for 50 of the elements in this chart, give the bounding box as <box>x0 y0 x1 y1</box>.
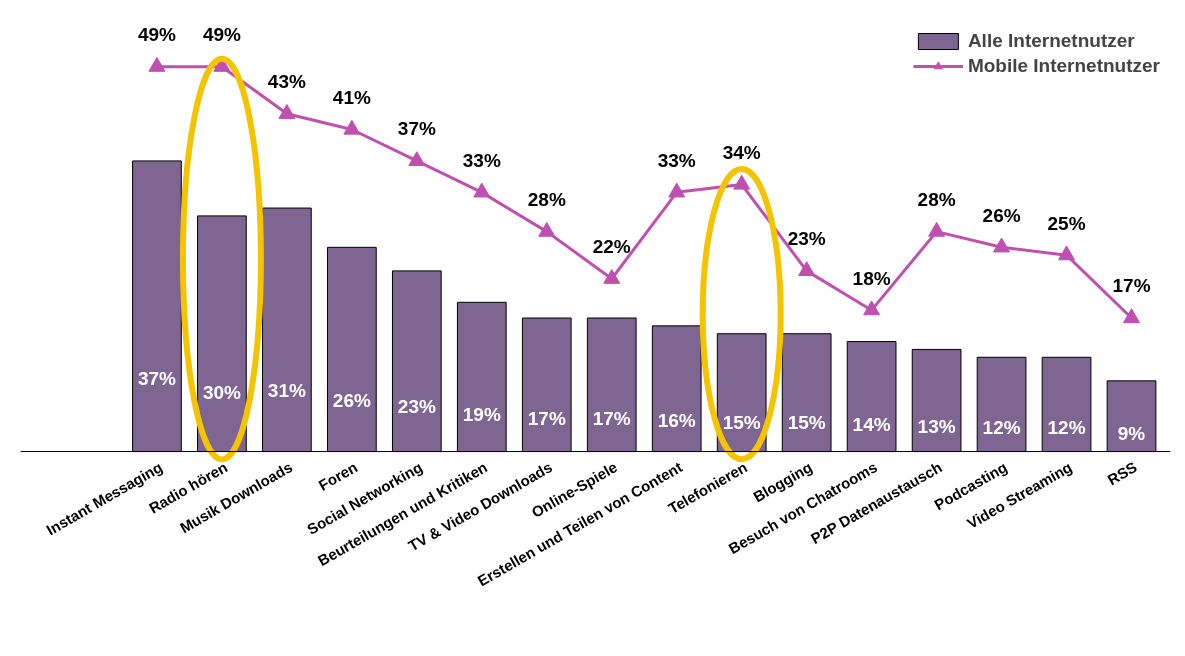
data-label: 49% <box>137 24 177 46</box>
data-label: 18% <box>852 267 891 289</box>
data-label: 12% <box>982 417 1021 439</box>
data-label: 17% <box>1112 275 1151 297</box>
point <box>733 174 751 190</box>
x-tick-label: RSS <box>1104 458 1140 489</box>
data-label: 33% <box>462 149 501 171</box>
point <box>668 182 686 198</box>
data-label: 37% <box>397 118 436 140</box>
data-label: 25% <box>1047 212 1086 234</box>
point <box>148 56 166 72</box>
data-label: 17% <box>592 407 631 429</box>
data-label: 41% <box>332 86 371 108</box>
data-label: 49% <box>202 24 242 46</box>
data-label: 34% <box>722 141 761 163</box>
data-label: 30% <box>202 382 242 404</box>
point <box>278 104 296 119</box>
data-label: 14% <box>852 413 891 435</box>
data-label: 28% <box>527 189 566 211</box>
data-label: 31% <box>267 380 306 402</box>
legend-label: Mobile Internetnutzer <box>967 55 1160 77</box>
data-label: 17% <box>527 407 566 429</box>
data-label: 12% <box>1047 417 1086 439</box>
data-label: 19% <box>462 403 501 425</box>
data-label: 15% <box>722 411 761 433</box>
point <box>863 300 881 316</box>
point <box>343 119 361 135</box>
data-label: 33% <box>657 149 696 171</box>
data-label: 23% <box>397 395 436 417</box>
point <box>1123 308 1141 324</box>
point <box>473 182 491 198</box>
point <box>408 151 426 167</box>
data-label: 26% <box>332 389 371 411</box>
data-label: 43% <box>267 71 306 93</box>
data-label: 13% <box>917 415 956 437</box>
data-label: 16% <box>657 409 696 431</box>
data-label: 28% <box>917 189 956 211</box>
point <box>798 261 816 277</box>
data-label: 37% <box>137 368 177 390</box>
data-label: 15% <box>787 411 826 433</box>
data-label: 23% <box>787 228 826 250</box>
legend-label: Alle Internetnutzer <box>967 30 1135 52</box>
point <box>603 269 621 284</box>
point <box>538 221 556 237</box>
data-label: 22% <box>592 236 631 258</box>
data-label: 9% <box>1117 423 1146 445</box>
point <box>928 221 946 237</box>
point <box>993 237 1011 253</box>
point <box>1058 245 1076 261</box>
data-label: 26% <box>982 204 1021 226</box>
